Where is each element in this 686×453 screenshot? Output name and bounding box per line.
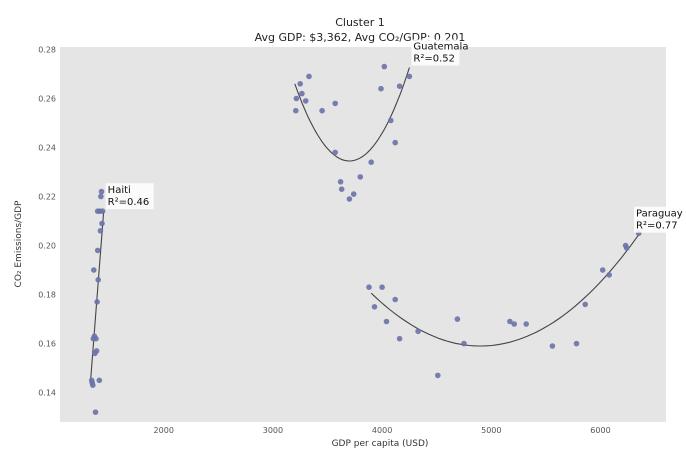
x-tick-label: 6000 (590, 426, 610, 435)
data-point-haiti (96, 377, 103, 384)
data-point-paraguay (383, 318, 390, 325)
data-point-paraguay (623, 245, 630, 251)
data-point-paraguay (366, 284, 372, 291)
x-tick-label: 3000 (263, 426, 283, 435)
data-point-paraguay (582, 301, 588, 308)
data-point-guatemala (337, 179, 344, 185)
y-tick-label: 0.14 (38, 389, 56, 398)
data-point-paraguay (396, 335, 403, 342)
x-tick-label: 2000 (154, 426, 174, 435)
data-point-guatemala (302, 98, 309, 104)
data-points (88, 63, 642, 416)
annotation-box-guatemala (411, 39, 460, 66)
data-point-guatemala (350, 191, 357, 197)
annotation-label-haiti: Haiti (108, 185, 131, 196)
annotation-box-paraguay (634, 206, 682, 233)
x-axis-label: GDP per capita (USD) (332, 439, 429, 449)
data-point-haiti (95, 277, 101, 283)
data-point-guatemala (293, 107, 299, 114)
data-point-paraguay (461, 340, 467, 347)
fit-line-guatemala (294, 67, 410, 162)
data-point-paraguay (507, 318, 513, 325)
data-point-paraguay (371, 304, 378, 310)
data-point-paraguay (392, 296, 399, 303)
data-point-guatemala (332, 100, 339, 107)
data-point-guatemala (338, 186, 345, 192)
annotation-label-paraguay: Paraguay (636, 209, 683, 220)
data-point-paraguay (606, 272, 612, 278)
data-point-guatemala (297, 81, 304, 87)
data-point-haiti (94, 247, 101, 254)
data-point-guatemala (378, 85, 384, 92)
data-point-haiti (93, 348, 100, 354)
data-point-guatemala (381, 63, 388, 70)
data-point-guatemala (396, 83, 403, 89)
data-point-guatemala (406, 73, 413, 80)
annotation-label-guatemala: Guatemala (413, 42, 468, 53)
data-point-haiti (99, 220, 105, 227)
data-point-guatemala (392, 139, 399, 146)
data-point-haiti (92, 409, 99, 416)
data-point-haiti (99, 208, 106, 214)
data-point-haiti (98, 193, 104, 200)
data-point-guatemala (388, 117, 394, 124)
data-point-guatemala (299, 90, 305, 97)
data-point-guatemala (319, 107, 325, 114)
data-point-haiti (91, 267, 97, 273)
x-tick-label: 4000 (372, 426, 392, 435)
y-tick-label: 0.26 (38, 94, 56, 103)
data-point-paraguay (435, 372, 441, 379)
y-tick-label: 0.20 (38, 242, 56, 251)
data-point-paraguay (599, 267, 606, 273)
data-point-paraguay (454, 316, 461, 322)
annotation-box-haiti (105, 183, 154, 210)
data-point-haiti (98, 188, 105, 195)
data-point-guatemala (357, 174, 364, 180)
data-point-haiti (90, 382, 96, 389)
data-point-guatemala (368, 159, 375, 165)
data-point-guatemala (293, 95, 300, 102)
data-point-paraguay (415, 328, 421, 335)
plot-area (60, 47, 666, 422)
data-point-paraguay (523, 321, 529, 327)
y-tick-label: 0.18 (38, 291, 56, 300)
data-point-guatemala (332, 149, 339, 156)
fit-line-paraguay (370, 234, 640, 347)
y-tick-label: 0.22 (38, 193, 56, 202)
annotation-r2-guatemala: R²=0.52 (413, 54, 455, 65)
chart-title: Cluster 1 (335, 16, 385, 29)
annotation-r2-paraguay: R²=0.77 (636, 221, 678, 232)
data-point-haiti (93, 335, 99, 342)
y-tick-label: 0.16 (38, 340, 56, 349)
data-point-paraguay (549, 343, 556, 349)
y-tick-label: 0.24 (38, 143, 56, 152)
data-point-guatemala (346, 196, 353, 202)
data-point-paraguay (573, 340, 580, 347)
data-point-paraguay (379, 284, 385, 291)
data-point-guatemala (306, 73, 312, 80)
data-point-haiti (97, 228, 104, 234)
axis-ticks: 2000 3000 4000 5000 6000 0.14 0.16 0.18 0.20 0.22… (38, 45, 610, 435)
x-tick-label: 5000 (481, 426, 501, 435)
data-point-haiti (94, 299, 100, 305)
annotation-r2-haiti: R²=0.46 (108, 197, 150, 208)
data-point-paraguay (511, 321, 517, 327)
y-tick-label: 0.28 (38, 45, 56, 54)
y-axis-label: CO₂ Emissions/GDP (14, 200, 24, 288)
